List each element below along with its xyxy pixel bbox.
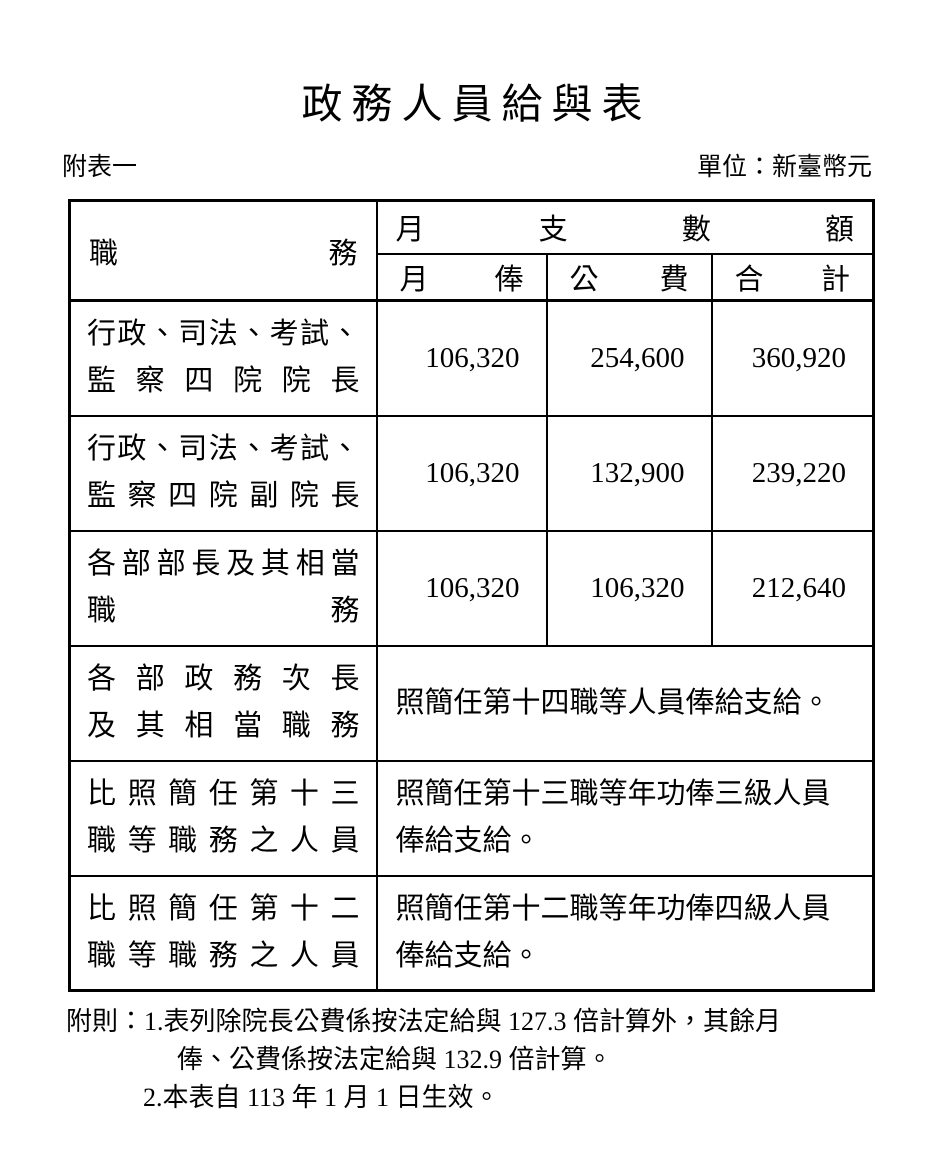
currency-unit-label: 單位：新臺幣元 bbox=[696, 154, 872, 181]
header-total: 合計 bbox=[710, 252, 875, 302]
attachment-label: 附表一 bbox=[62, 154, 138, 181]
header-row-2: 月俸 公費 合計 bbox=[70, 252, 875, 302]
public-fee-cell: 254,600 bbox=[545, 299, 713, 417]
footnote-line: 附則：1.表列除院長公費係按法定給與 127.3 倍計算外，其餘月 bbox=[66, 1007, 782, 1036]
pay-rule-cell: 照簡任第十二職等年功俸四級人員 俸給支給。 bbox=[375, 874, 875, 992]
table-row: 比照簡任第十二 職等職務之人員 照簡任第十二職等年功俸四級人員 俸給支給。 bbox=[68, 874, 875, 992]
monthly-salary-cell: 106,320 bbox=[375, 299, 548, 417]
footnote-line: 俸、公費係按法定給與 132.9 倍計算。 bbox=[177, 1045, 613, 1074]
table-row: 各部政務次長 及其相當職務 照簡任第十四職等人員俸給支給。 bbox=[68, 644, 875, 762]
subheader: 附表一 單位：新臺幣元 bbox=[62, 151, 872, 185]
table-row: 各部部長及其相當 職務 106,320 106,320 212,640 bbox=[68, 529, 875, 647]
position-cell: 行政、司法、考試、 監察四院副院長 bbox=[68, 414, 378, 532]
position-cell: 比照簡任第十三 職等職務之人員 bbox=[68, 759, 378, 877]
public-fee-cell: 106,320 bbox=[545, 529, 713, 647]
public-fee-cell: 132,900 bbox=[545, 414, 713, 532]
position-cell: 比照簡任第十二 職等職務之人員 bbox=[68, 874, 378, 992]
monthly-salary-cell: 106,320 bbox=[375, 529, 548, 647]
footnotes: 附則：1.表列除院長公費係按法定給與 127.3 倍計算外，其餘月 俸、公費係按… bbox=[66, 1003, 886, 1117]
table-row: 行政、司法、考試、 監察四院副院長 106,320 132,900 239,22… bbox=[68, 414, 875, 532]
header-monthly-salary: 月俸 bbox=[375, 252, 548, 302]
header-public-fee: 公費 bbox=[545, 252, 713, 302]
header-row-1: 職務 月支數額 bbox=[68, 199, 875, 302]
total-cell: 212,640 bbox=[710, 529, 875, 647]
position-cell: 行政、司法、考試、 監察四院院長 bbox=[68, 299, 378, 417]
table-row: 行政、司法、考試、 監察四院院長 106,320 254,600 360,920 bbox=[68, 299, 875, 417]
header-monthly-amount: 月支數額 bbox=[375, 199, 875, 255]
total-cell: 360,920 bbox=[710, 299, 875, 417]
total-cell: 239,220 bbox=[710, 414, 875, 532]
page-title: 政務人員給與表 bbox=[301, 81, 652, 127]
pay-rule-cell: 照簡任第十三職等年功俸三級人員 俸給支給。 bbox=[375, 759, 875, 877]
position-cell: 各部政務次長 及其相當職務 bbox=[68, 644, 378, 762]
salary-table: 職務 月支數額 月俸 公費 合計 行政、司法、考試、 監察四院院長 106,32… bbox=[68, 199, 876, 992]
header-position: 職務 bbox=[68, 199, 378, 302]
monthly-salary-cell: 106,320 bbox=[375, 414, 548, 532]
footnote-line: 2.本表自 113 年 1 月 1 日生效。 bbox=[143, 1083, 500, 1112]
pay-rule-cell: 照簡任第十四職等人員俸給支給。 bbox=[375, 644, 875, 762]
table-row: 比照簡任第十三 職等職務之人員 照簡任第十三職等年功俸三級人員 俸給支給。 bbox=[68, 759, 875, 877]
position-cell: 各部部長及其相當 職務 bbox=[68, 529, 378, 647]
